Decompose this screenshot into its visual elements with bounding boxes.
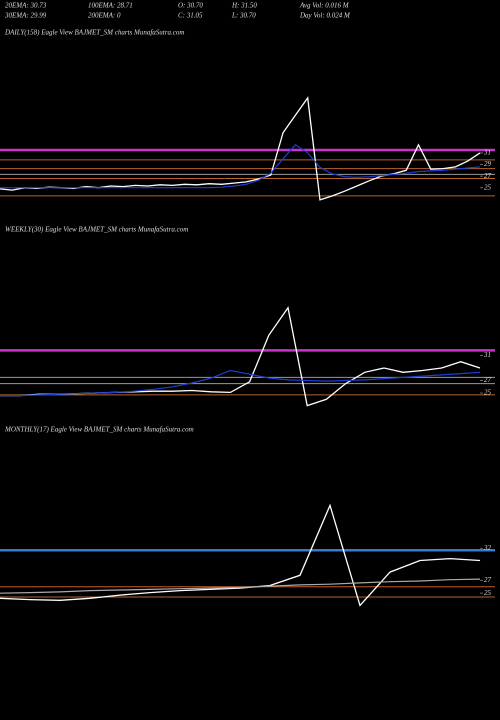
y-tick-label: 25 — [484, 389, 492, 397]
series-line — [0, 144, 481, 189]
panel-title: MONTHLY(17) Eagle View BAJMET_SM charts … — [4, 426, 194, 434]
header-stat: O: 30.70 — [178, 2, 203, 10]
panel-title: DAILY(158) Eagle View BAJMET_SM charts M… — [4, 29, 184, 37]
header-stat: 100EMA: 28.71 — [88, 2, 133, 10]
series-line — [0, 578, 481, 594]
header-stat: H: 31.50 — [231, 2, 257, 10]
header-stat: Avg Vol: 0.016 M — [299, 2, 350, 10]
y-tick-label: 27 — [484, 576, 492, 584]
header-stat: C: 31.05 — [178, 12, 203, 20]
y-tick-label: 25 — [484, 589, 492, 597]
panel-title: WEEKLY(30) Eagle View BAJMET_SM charts M… — [5, 226, 188, 234]
header-stat: Day Vol: 0.024 M — [299, 12, 351, 20]
series-line — [0, 369, 481, 397]
y-tick-label: 29 — [484, 160, 492, 168]
y-tick-label: 32 — [483, 544, 492, 552]
y-tick-label: 31 — [483, 351, 491, 359]
y-tick-label: 27 — [484, 172, 492, 180]
y-tick-label: 27 — [484, 376, 492, 384]
header-stat: 20EMA: 30.73 — [5, 2, 47, 10]
series-line — [0, 503, 481, 607]
y-tick-label: 25 — [484, 183, 492, 191]
header-stat: 30EMA: 29.99 — [4, 12, 47, 20]
header-stat: L: 30.70 — [231, 12, 256, 20]
header-stat: 200EMA: 0 — [88, 12, 121, 20]
y-tick-label: 31 — [483, 149, 491, 157]
series-line — [0, 306, 481, 407]
